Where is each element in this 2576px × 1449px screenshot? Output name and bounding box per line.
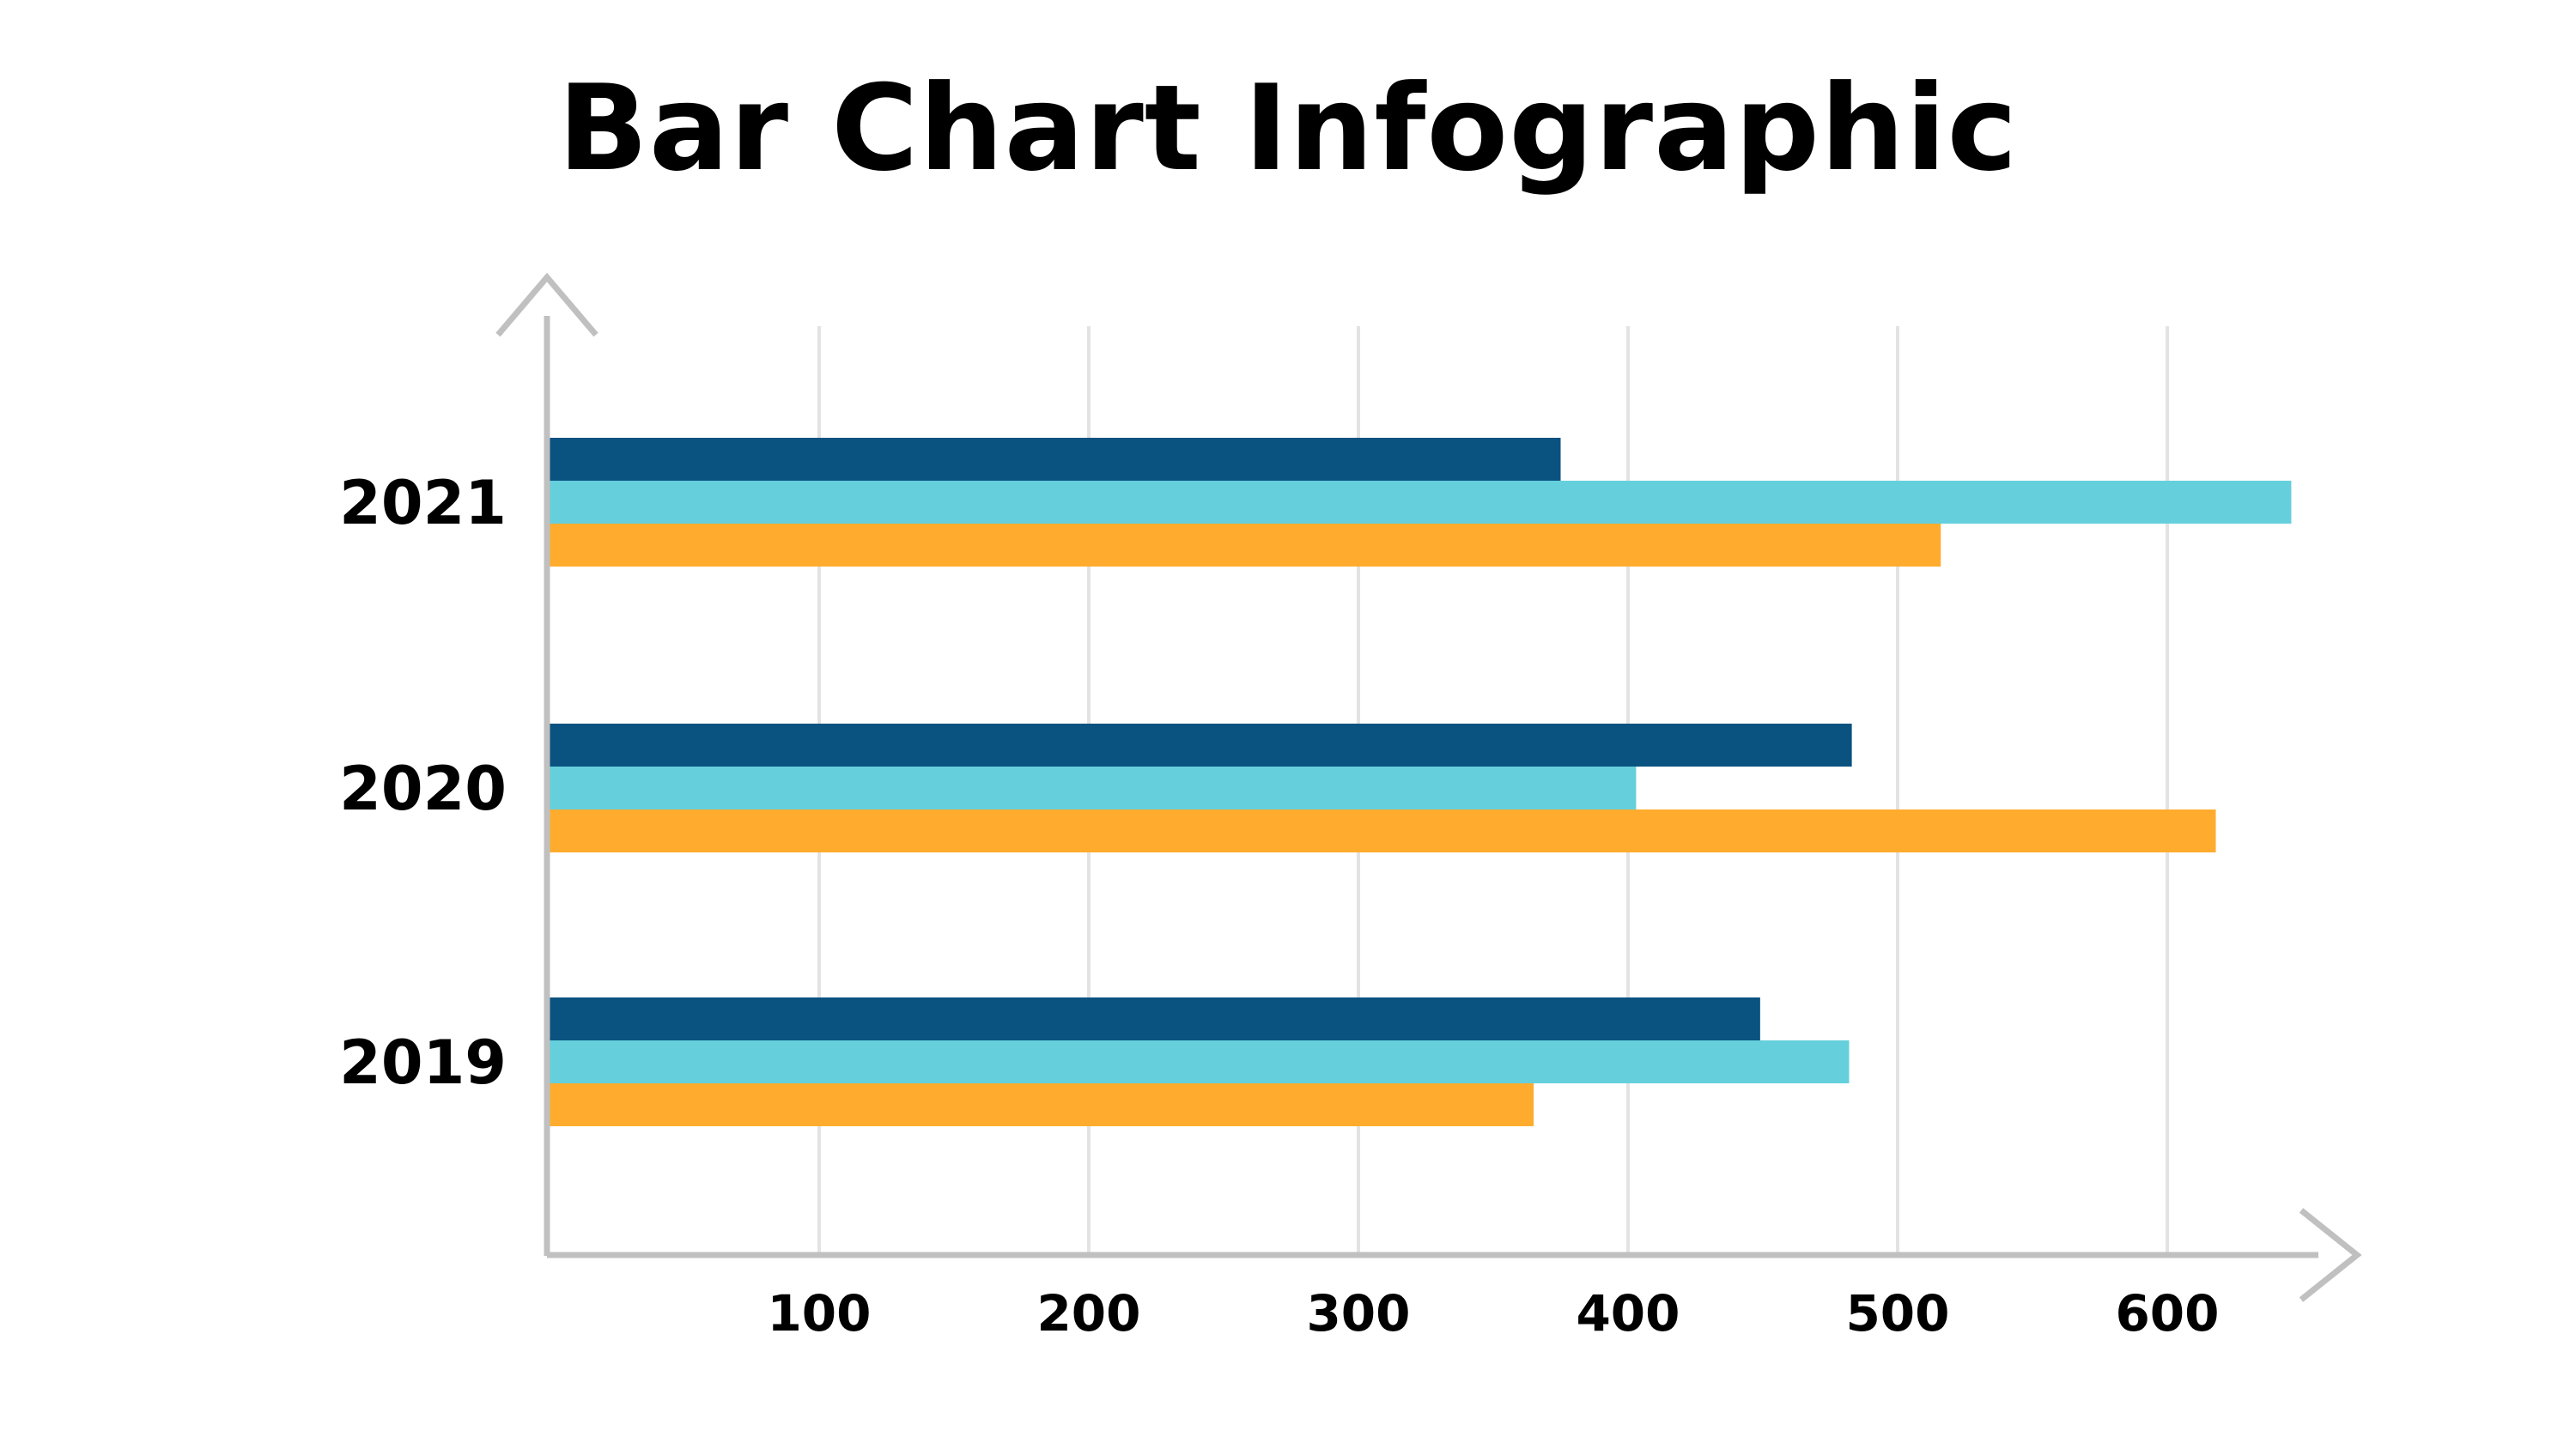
bar-2019-series-1 <box>550 997 1760 1040</box>
axes <box>495 272 2362 1302</box>
x-tick-label: 400 <box>1576 1284 1680 1343</box>
bar-2021-series-3 <box>550 524 1941 567</box>
bar-2021-series-2 <box>550 481 2292 524</box>
x-axis-arrow-icon <box>2299 1208 2362 1302</box>
labels: 100 200 300 400 500 600 2021 2020 2019 <box>339 468 2219 1343</box>
bar-2021-series-1 <box>550 438 1561 481</box>
bar-2019-series-3 <box>550 1083 1534 1126</box>
category-label: 2021 <box>339 468 507 538</box>
category-label: 2020 <box>339 754 507 824</box>
bar-2020-series-3 <box>550 809 2216 852</box>
bar-2020-series-1 <box>550 724 1852 767</box>
x-tick-label: 200 <box>1036 1284 1140 1343</box>
x-tick-label: 100 <box>767 1284 871 1343</box>
x-tick-label: 300 <box>1306 1284 1410 1343</box>
y-axis-arrow-icon <box>495 272 598 337</box>
bars <box>550 438 2292 1126</box>
bar-2020-series-2 <box>550 767 1637 809</box>
x-tick-label: 600 <box>2115 1284 2219 1343</box>
page-title: Bar Chart Infographic <box>557 59 2019 197</box>
x-tick-label: 500 <box>1845 1284 1949 1343</box>
category-label: 2019 <box>339 1028 507 1098</box>
bar-2019-series-2 <box>550 1040 1850 1083</box>
